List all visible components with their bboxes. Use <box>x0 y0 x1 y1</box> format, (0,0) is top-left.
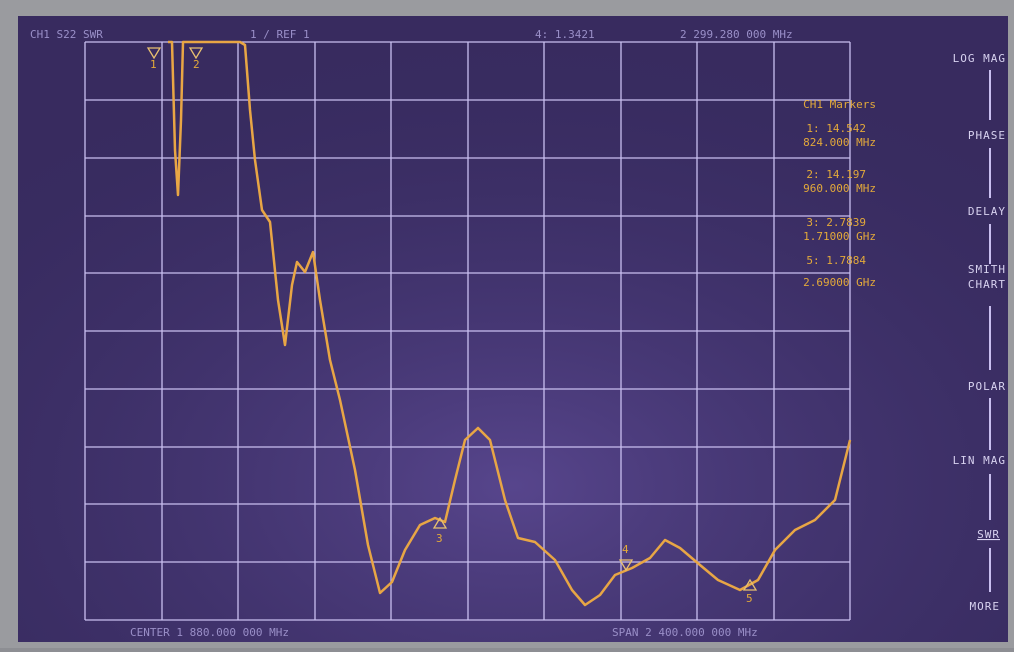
trace-markers <box>146 47 758 591</box>
marker-label: 1 <box>150 58 157 71</box>
marker-panel-title: CH1 Markers <box>803 98 876 111</box>
softkey[interactable]: SMITH CHART <box>968 263 1006 291</box>
softkey[interactable]: POLAR <box>968 380 1006 393</box>
trace <box>168 40 852 607</box>
marker-value: 2: 14.197 <box>806 168 866 181</box>
softkey[interactable]: DELAY <box>968 205 1006 218</box>
active-marker: 4: 1.3421 <box>535 28 595 41</box>
span-frequency: SPAN 2 400.000 000 MHz <box>612 626 758 639</box>
marker-frequency: 1.71000 GHz <box>803 230 876 243</box>
display-glow <box>18 16 1008 642</box>
center-frequency: CENTER 1 880.000 000 MHz <box>130 626 289 639</box>
marker-frequency: 824.000 MHz <box>803 136 876 149</box>
marker-value: 5: 1.7884 <box>806 254 866 267</box>
marker-label: 3 <box>436 532 443 545</box>
active-frequency: 2 299.280 000 MHz <box>680 28 793 41</box>
channel-label: CH1 S22 SWR <box>30 28 103 41</box>
softkey[interactable]: LIN MAG <box>953 454 1006 467</box>
marker-frequency: 2.69000 GHz <box>803 276 876 289</box>
marker-value: 1: 14.542 <box>806 122 866 135</box>
softkey[interactable]: SWR <box>977 528 1000 541</box>
softkey[interactable]: MORE <box>970 600 1001 613</box>
marker-label: 5 <box>746 592 753 605</box>
softkey[interactable]: LOG MAG <box>953 52 1006 65</box>
grid <box>84 41 851 621</box>
marker-value: 3: 2.7839 <box>806 216 866 229</box>
marker-label: 2 <box>193 58 200 71</box>
scale-label: 1 / REF 1 <box>250 28 310 41</box>
softkey[interactable]: PHASE <box>968 129 1006 142</box>
marker-label: 4 <box>622 543 629 556</box>
marker-frequency: 960.000 MHz <box>803 182 876 195</box>
